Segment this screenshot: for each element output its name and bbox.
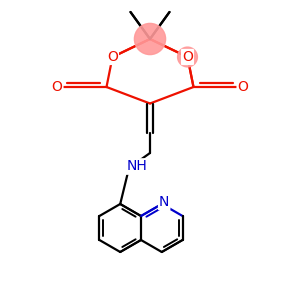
Text: O: O xyxy=(182,50,193,64)
Circle shape xyxy=(178,47,197,67)
Text: O: O xyxy=(238,80,248,94)
Circle shape xyxy=(134,23,166,55)
Text: NH: NH xyxy=(126,160,147,173)
Text: N: N xyxy=(159,195,169,209)
Text: NH: NH xyxy=(126,160,147,173)
Text: O: O xyxy=(107,50,118,64)
Text: O: O xyxy=(52,80,62,94)
